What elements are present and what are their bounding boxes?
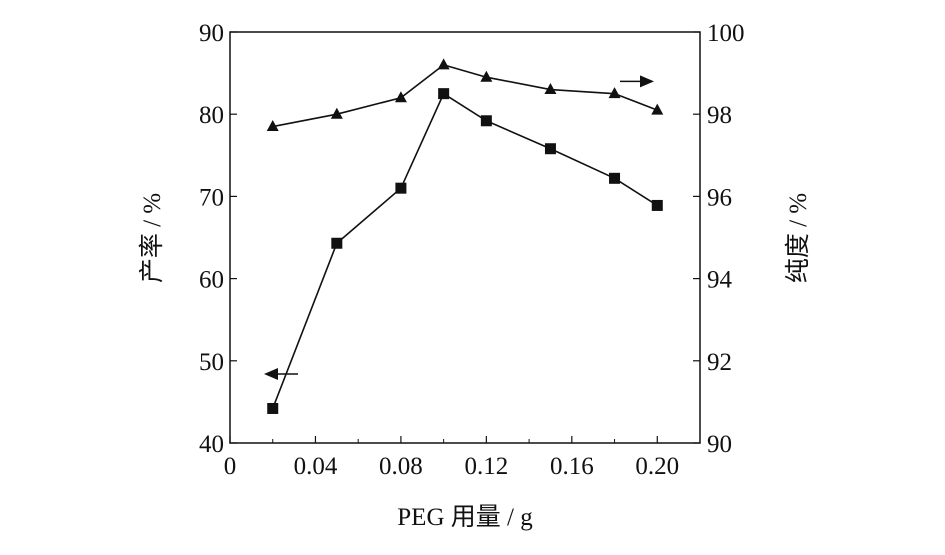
series-0-point: [480, 115, 492, 127]
right-axis-label: 纯度 / %: [784, 193, 812, 283]
right-axis-ticks: 90 92 94 96 98 100: [693, 20, 745, 458]
left-tick-label: 50: [199, 349, 224, 376]
x-tick-label: 0.08: [379, 453, 423, 480]
right-tick-label: 100: [707, 20, 745, 47]
series-1-point: [266, 120, 279, 132]
plot-frame: [229, 31, 701, 444]
series-0-point: [331, 237, 343, 249]
series-1-point: [437, 58, 450, 70]
left-tick-label: 70: [199, 184, 224, 211]
series-1-point: [544, 83, 557, 95]
series-0-point: [609, 172, 621, 184]
series-0-point: [544, 143, 556, 155]
series-0-point: [395, 182, 407, 194]
series-0-line: [271, 92, 658, 409]
x-tick-label: 0.16: [550, 453, 594, 480]
x-axis-ticks: 0 0.04 0.08 0.12 0.16 0.20: [224, 436, 679, 480]
series-1-point: [480, 70, 493, 82]
series-1-point: [608, 87, 621, 99]
right-tick-label: 98: [707, 102, 732, 129]
series-0-point: [267, 402, 279, 414]
series-layer: [266, 58, 664, 414]
series-1-point: [394, 91, 407, 103]
x-tick-label: 0.12: [464, 453, 508, 480]
annotation-layer: [264, 75, 654, 380]
series-1-point: [330, 107, 343, 119]
left-tick-label: 90: [199, 20, 224, 47]
right-tick-label: 90: [707, 431, 732, 458]
right-tick-label: 96: [707, 184, 732, 211]
series-0-point: [651, 199, 663, 211]
right-axis-arrow-head: [640, 75, 654, 88]
right-tick-label: 92: [707, 349, 732, 376]
series-1-point: [651, 103, 664, 115]
left-axis-arrow-head: [264, 367, 278, 380]
left-tick-label: 80: [199, 102, 224, 129]
x-axis-label: PEG 用量 / g: [397, 504, 533, 531]
left-tick-label: 40: [199, 431, 224, 458]
x-tick-label: 0.04: [294, 453, 338, 480]
x-tick-label: 0.20: [635, 453, 679, 480]
left-tick-label: 60: [199, 267, 224, 294]
right-tick-label: 94: [707, 267, 733, 294]
left-axis-ticks: 40 50 60 70 80 90: [199, 20, 237, 458]
x-tick-label: 0: [224, 453, 237, 480]
left-axis-label: 产率 / %: [138, 193, 166, 283]
series-1-line: [272, 63, 658, 128]
series-0-point: [438, 88, 450, 100]
